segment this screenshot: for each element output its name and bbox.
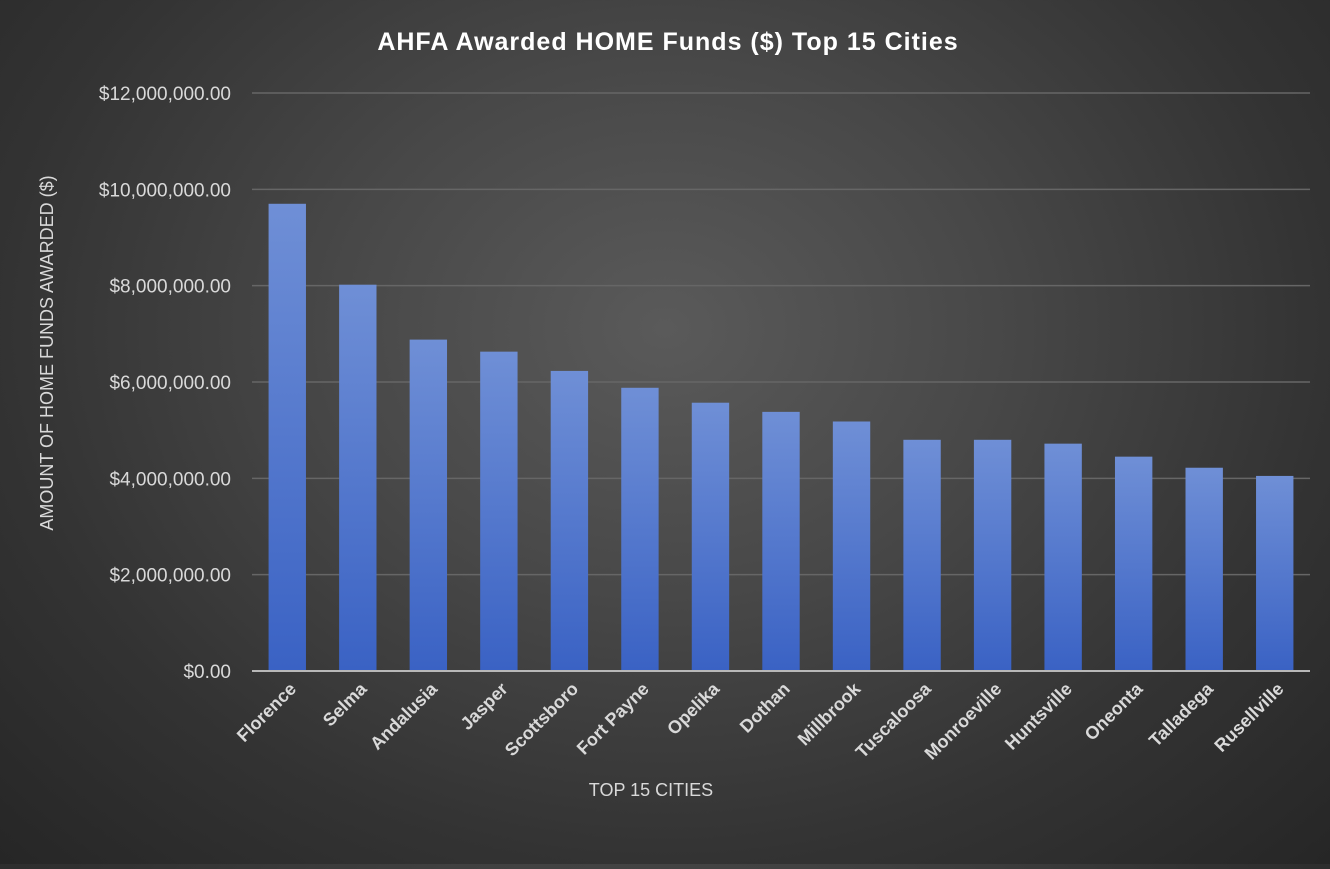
bar-selma bbox=[339, 284, 377, 671]
chart-title: AHFA Awarded HOME Funds ($) Top 15 Citie… bbox=[377, 28, 958, 56]
x-tick-label: Fort Payne bbox=[573, 679, 653, 759]
y-tick-label: $8,000,000.00 bbox=[109, 277, 231, 298]
bar-talladega bbox=[1185, 467, 1223, 671]
x-tick-label: Rusellville bbox=[1210, 679, 1287, 756]
bar-fort-payne bbox=[621, 387, 659, 671]
y-axis-ticks: $0.00 $2,000,000.00 $4,000,000.00 $6,000,00… bbox=[99, 84, 231, 683]
bar-opelika bbox=[691, 402, 730, 671]
bar-huntsville bbox=[1044, 443, 1082, 671]
x-tick-label: Dothan bbox=[736, 679, 794, 737]
y-tick-label: $6,000,000.00 bbox=[109, 373, 231, 394]
y-axis-title: AMOUNT OF HOME FUNDS AWARDED ($) bbox=[37, 175, 57, 530]
bar-millbrook bbox=[832, 421, 871, 671]
x-tick-label: Talladega bbox=[1145, 678, 1218, 751]
bar-florence bbox=[268, 203, 306, 672]
x-tick-label: Millbrook bbox=[794, 678, 865, 749]
bar-andalusia bbox=[409, 339, 448, 671]
bar-scottsboro bbox=[550, 370, 589, 671]
bar-jasper bbox=[480, 351, 518, 671]
x-tick-label: Opelika bbox=[663, 678, 724, 739]
x-tick-label: Andalusia bbox=[366, 678, 442, 754]
y-tick-label: $10,000,000.00 bbox=[99, 180, 231, 201]
bar-dothan bbox=[762, 411, 800, 671]
y-tick-label: $2,000,000.00 bbox=[109, 566, 231, 587]
x-tick-label: Jasper bbox=[457, 679, 512, 734]
x-tick-label: Florence bbox=[233, 679, 300, 746]
y-tick-label: $12,000,000.00 bbox=[99, 84, 231, 105]
x-axis-title: TOP 15 CITIES bbox=[589, 780, 713, 800]
y-tick-label: $0.00 bbox=[183, 662, 231, 683]
y-tick-label: $4,000,000.00 bbox=[109, 469, 231, 490]
x-tick-label: Scottsboro bbox=[501, 679, 582, 760]
bar-monroeville bbox=[973, 439, 1012, 671]
bar-rusellville bbox=[1256, 475, 1294, 671]
x-tick-label: Selma bbox=[319, 678, 371, 730]
bars bbox=[268, 203, 1294, 672]
x-tick-label: Huntsville bbox=[1001, 679, 1076, 754]
x-tick-label: Oneonta bbox=[1081, 678, 1147, 744]
bar-oneonta bbox=[1114, 456, 1153, 671]
bar-tuscaloosa bbox=[903, 439, 941, 671]
